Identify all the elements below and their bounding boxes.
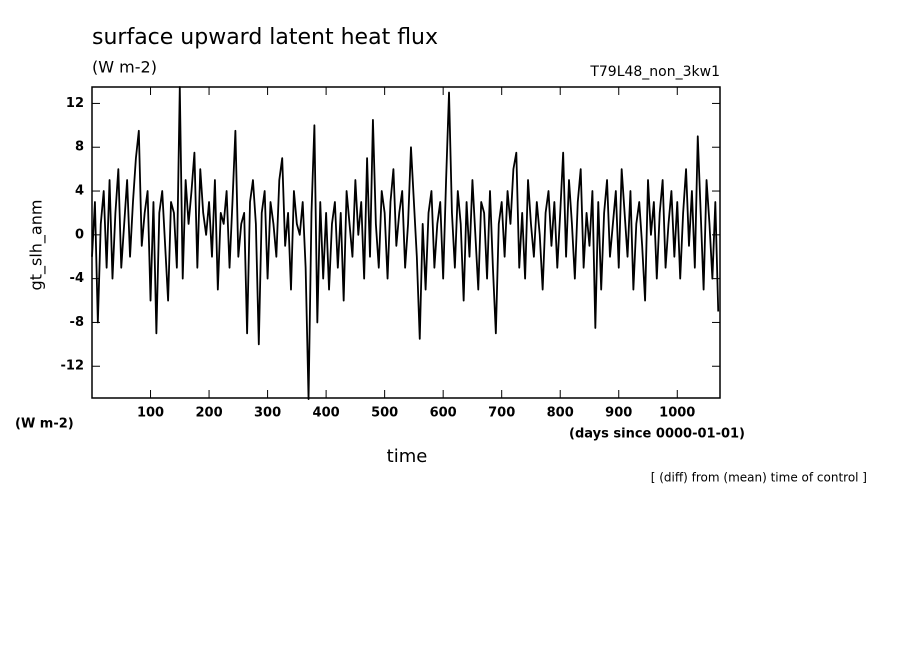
y-unit: (W m-2) xyxy=(15,417,74,432)
x-tick-label: 500 xyxy=(371,406,398,421)
chart-title: surface upward latent heat flux xyxy=(92,25,438,50)
x-tick-label: 200 xyxy=(195,406,222,421)
y-tick-label: 12 xyxy=(66,96,84,111)
data-line xyxy=(91,86,720,400)
x-tick-label: 400 xyxy=(313,406,340,421)
y-tick-label: -4 xyxy=(70,271,84,286)
y-tick-label: -8 xyxy=(70,315,84,330)
x-tick-label: 700 xyxy=(488,406,515,421)
x-tick-label: 300 xyxy=(254,406,281,421)
y-axis-label: gt_slh_anm xyxy=(27,200,47,291)
annotation: [ (diff) from (mean) time of control ] xyxy=(651,471,867,485)
x-tick-label: 100 xyxy=(137,406,164,421)
x-tick-label: 900 xyxy=(605,406,632,421)
y-tick-label: 8 xyxy=(75,140,84,155)
y-tick-label: 0 xyxy=(75,227,84,242)
chart-subtitle: (W m-2) xyxy=(92,58,157,77)
y-tick-label: 4 xyxy=(75,184,84,199)
y-tick-label: -12 xyxy=(61,359,85,374)
x-tick-label: 800 xyxy=(547,406,574,421)
x-tick-label: 1000 xyxy=(659,406,695,421)
x-axis-label: time xyxy=(387,446,428,467)
x-unit: (days since 0000-01-01) xyxy=(569,427,745,442)
x-tick-label: 600 xyxy=(430,406,457,421)
run-label: T79L48_non_3kw1 xyxy=(589,64,720,80)
